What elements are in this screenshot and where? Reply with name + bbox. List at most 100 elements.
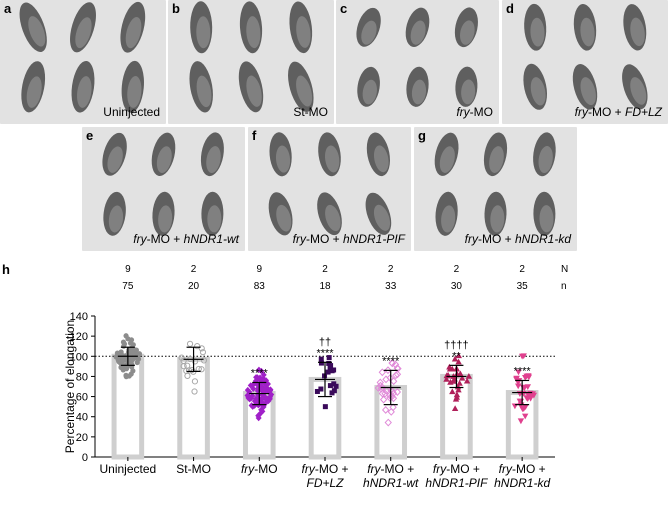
- bar: [111, 353, 145, 460]
- panel-condition-label: Uninjected: [103, 105, 160, 119]
- N-value: 2: [519, 264, 525, 275]
- data-point: [183, 367, 190, 374]
- data-point: [118, 364, 124, 370]
- data-point: [120, 339, 127, 345]
- data-point: [126, 355, 132, 361]
- data-point: [125, 362, 131, 368]
- data-point: [126, 347, 132, 353]
- data-point: [530, 392, 538, 399]
- data-point: [529, 391, 536, 398]
- data-point: [511, 403, 519, 410]
- data-point: [131, 353, 137, 359]
- data-point: [379, 395, 388, 404]
- data-point: [527, 395, 534, 402]
- data-point: [117, 360, 124, 366]
- data-point: [267, 393, 274, 400]
- data-point: [256, 401, 263, 408]
- data-point: [318, 386, 324, 392]
- data-point: [386, 391, 394, 400]
- data-point: [131, 355, 137, 362]
- data-point: [386, 393, 394, 402]
- bar: [440, 373, 473, 460]
- embryo-image: [523, 3, 648, 110]
- x-tick-label: fry-MO +: [301, 462, 348, 476]
- y-tick-label: 120: [70, 331, 88, 343]
- data-point: [260, 390, 267, 398]
- N-value: 2: [454, 264, 460, 275]
- significance-marker: ****: [316, 347, 334, 359]
- data-point: [388, 359, 396, 367]
- data-point: [260, 377, 267, 385]
- data-point: [326, 355, 332, 361]
- data-point: [120, 358, 126, 364]
- panel-condition-label: fry-MO: [456, 105, 493, 119]
- data-point: [115, 353, 121, 359]
- data-point: [382, 386, 391, 395]
- data-point: [253, 397, 260, 404]
- data-point: [453, 371, 460, 378]
- data-point: [255, 366, 262, 374]
- data-point: [124, 358, 130, 364]
- data-point: [247, 382, 254, 389]
- data-point: [249, 403, 256, 410]
- data-point: [129, 347, 135, 353]
- data-point: [188, 366, 195, 374]
- data-point: [124, 363, 130, 369]
- x-tick-label: fry-MO +: [433, 462, 480, 476]
- data-point: [465, 372, 473, 379]
- embryo-image: [189, 1, 314, 113]
- data-point: [113, 354, 119, 360]
- data-point: [133, 347, 139, 353]
- N-value: 2: [388, 264, 394, 275]
- y-tick-label: 60: [76, 392, 88, 404]
- x-tick-label: fry-MO +: [367, 462, 414, 476]
- data-point: [263, 399, 270, 406]
- data-point: [250, 385, 257, 393]
- data-point: [454, 383, 462, 390]
- data-point: [124, 356, 130, 362]
- panel-c: c fry-MO: [336, 0, 499, 124]
- data-point: [191, 378, 199, 385]
- bar: [505, 390, 539, 460]
- row-n-label: n: [561, 281, 567, 292]
- data-point: [376, 381, 385, 390]
- y-tick-label: 0: [82, 452, 88, 464]
- data-point: [524, 384, 531, 391]
- data-point: [520, 406, 527, 412]
- data-point: [325, 369, 331, 375]
- y-tick-label: 40: [76, 412, 88, 424]
- data-point: [387, 386, 395, 395]
- data-point: [260, 375, 267, 382]
- data-point: [256, 395, 263, 403]
- panel-condition-label: fry-MO + hNDR1-kd: [464, 232, 571, 246]
- x-tick-label-part: hNDR1-kd: [494, 476, 550, 490]
- data-point: [187, 355, 194, 363]
- data-point: [522, 374, 529, 381]
- data-point: [257, 409, 264, 417]
- data-point: [198, 366, 205, 373]
- data-point: [314, 388, 320, 394]
- data-point: [118, 352, 124, 358]
- x-tick-label-part: hNDR1-PIF: [425, 476, 488, 490]
- data-point: [252, 395, 259, 403]
- data-point: [255, 414, 262, 422]
- data-point: [263, 385, 270, 393]
- data-point: [455, 352, 462, 359]
- data-point: [124, 361, 131, 367]
- data-point: [387, 407, 395, 416]
- data-point: [388, 392, 396, 401]
- data-point: [455, 386, 462, 393]
- data-point: [255, 412, 262, 419]
- data-point: [121, 341, 128, 347]
- data-point: [255, 391, 262, 399]
- x-tick-label-part: fry: [301, 462, 315, 476]
- y-tick-label: 20: [76, 432, 88, 444]
- data-point: [392, 371, 400, 380]
- data-point: [523, 395, 530, 401]
- data-point: [118, 351, 124, 357]
- x-tick-label: fry-MO +: [499, 462, 546, 476]
- n-value: 83: [254, 281, 266, 292]
- embryo-image: [268, 132, 392, 236]
- data-point: [267, 387, 274, 394]
- data-point: [134, 359, 140, 366]
